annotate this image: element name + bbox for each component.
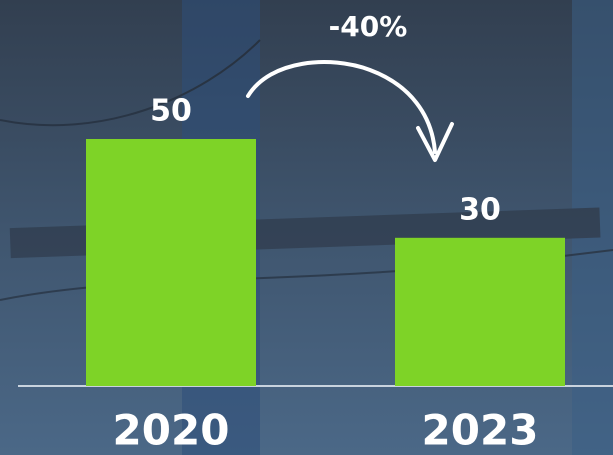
x-tick-label: 2020 [113, 406, 230, 455]
arrow-head [416, 122, 454, 162]
value-label: 50 [150, 94, 192, 129]
value-label: 30 [459, 192, 501, 227]
bar [86, 139, 256, 386]
bar [395, 237, 565, 386]
arrow [246, 60, 437, 154]
annotation: -40% [329, 10, 408, 43]
x-tick-label: 2023 [422, 406, 539, 455]
